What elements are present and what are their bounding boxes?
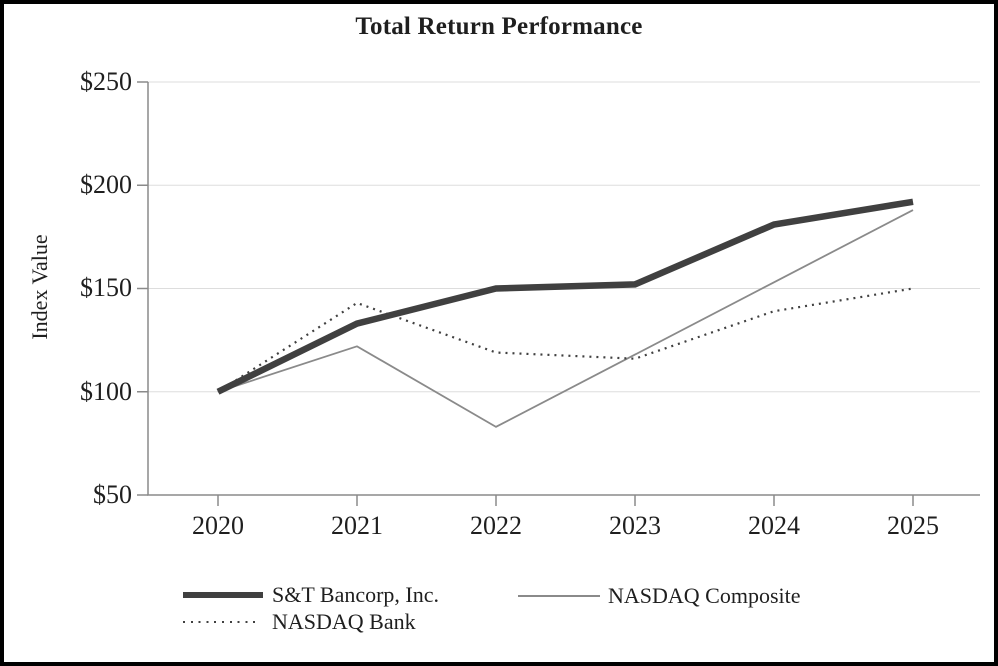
legend-label-nasdaq-composite: NASDAQ Composite bbox=[608, 583, 801, 608]
x-tick-label-2025: 2025 bbox=[887, 511, 939, 540]
legend-item-nasdaq-bank: NASDAQ Bank bbox=[183, 609, 416, 635]
x-tick-label-2021: 2021 bbox=[331, 511, 383, 540]
legend-item-nasdaq-composite: NASDAQ Composite bbox=[518, 583, 801, 609]
x-tick-label-2023: 2023 bbox=[609, 511, 661, 540]
chart-title: Total Return Performance bbox=[355, 13, 643, 40]
x-tick-label-2024: 2024 bbox=[748, 511, 800, 540]
y-tick-label-150: $150 bbox=[80, 273, 132, 302]
series-line-0 bbox=[216, 198, 914, 395]
legend-label-st-bancorp: S&T Bancorp, Inc. bbox=[272, 582, 440, 607]
legend-swatch-thin-line bbox=[518, 595, 600, 597]
legend-swatch-dotted-line bbox=[183, 621, 261, 623]
y-tick-label-100: $100 bbox=[80, 377, 132, 406]
legend-swatch-thick-line bbox=[183, 592, 263, 598]
x-tick-label-2022: 2022 bbox=[470, 511, 522, 540]
x-tick-label-2020: 2020 bbox=[192, 511, 244, 540]
legend-item-st-bancorp: S&T Bancorp, Inc. bbox=[183, 582, 439, 608]
y-tick-label-200: $200 bbox=[80, 170, 132, 199]
legend-label-nasdaq-bank: NASDAQ Bank bbox=[272, 609, 416, 634]
series-line-1 bbox=[217, 209, 914, 428]
y-tick-label-250: $250 bbox=[80, 67, 132, 96]
y-tick-label-50: $50 bbox=[93, 480, 132, 509]
